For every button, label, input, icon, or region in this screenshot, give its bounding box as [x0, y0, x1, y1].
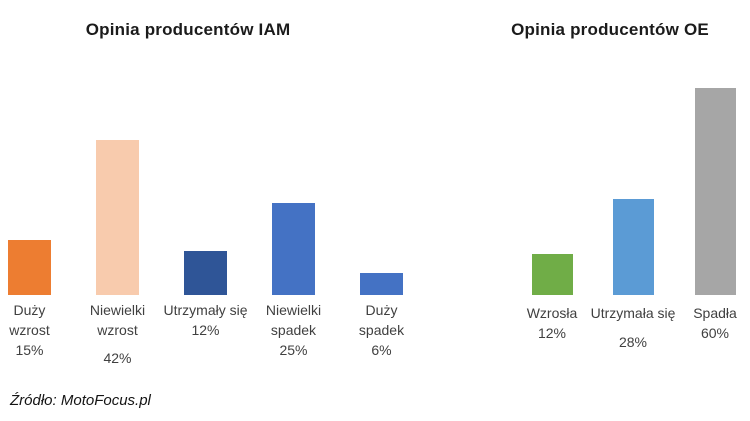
value-label-iam-3: 12% [191, 322, 220, 338]
category-label-line: Niewielki [89, 302, 146, 318]
bar-iam-1 [8, 240, 51, 295]
category-label-iam-4: Niewielki spadek 25% [266, 300, 321, 360]
bar-oe-3 [694, 88, 736, 295]
category-label-line: Niewielki [265, 302, 322, 318]
category-label-oe-3: Spadła 60% [693, 303, 737, 343]
source-credit: Źródło: MotoFocus.pl [10, 392, 151, 409]
category-label-line: wzrost [9, 322, 50, 338]
value-label-iam-5: 6% [371, 342, 392, 358]
value-label-iam-1: 15% [15, 342, 44, 358]
bar-iam-3 [184, 251, 227, 295]
category-label-line: Spadła [693, 305, 737, 321]
category-label-line: spadek [270, 322, 317, 338]
category-label-line: Duży [365, 302, 398, 318]
category-label-iam-1: Duży wzrost 15% [9, 300, 49, 360]
value-label-iam-2: 42% [103, 350, 132, 366]
bar-iam-2 [96, 140, 139, 295]
chart-title-iam: Opinia producentów IAM [85, 20, 291, 39]
bar-oe-1 [531, 254, 573, 295]
bar-iam-5 [360, 273, 403, 295]
category-label-line: Duży [13, 302, 46, 318]
category-label-iam-2: Niewielki wzrost 42% [90, 300, 145, 368]
bar-iam-4 [272, 203, 315, 295]
value-label-iam-4: 25% [279, 342, 308, 358]
category-label-iam-5: Duży spadek 6% [359, 300, 404, 360]
category-label-line: Utrzymały się [163, 302, 248, 318]
category-label-oe-2: Utrzymała się 28% [591, 303, 676, 352]
category-label-line: spadek [358, 322, 405, 338]
value-label-oe-3: 60% [700, 325, 730, 341]
category-label-line: Utrzymała się [590, 305, 676, 321]
value-label-oe-2: 28% [618, 334, 648, 350]
category-label-iam-3: Utrzymały się 12% [163, 300, 247, 340]
bar-oe-2 [612, 199, 654, 295]
value-label-oe-1: 12% [537, 325, 567, 341]
category-label-line: Wzrosła [526, 305, 578, 321]
category-label-line: wzrost [97, 322, 138, 338]
category-label-oe-1: Wzrosła 12% [527, 303, 578, 343]
chart-title-oe: Opinia producentów OE [511, 20, 709, 39]
